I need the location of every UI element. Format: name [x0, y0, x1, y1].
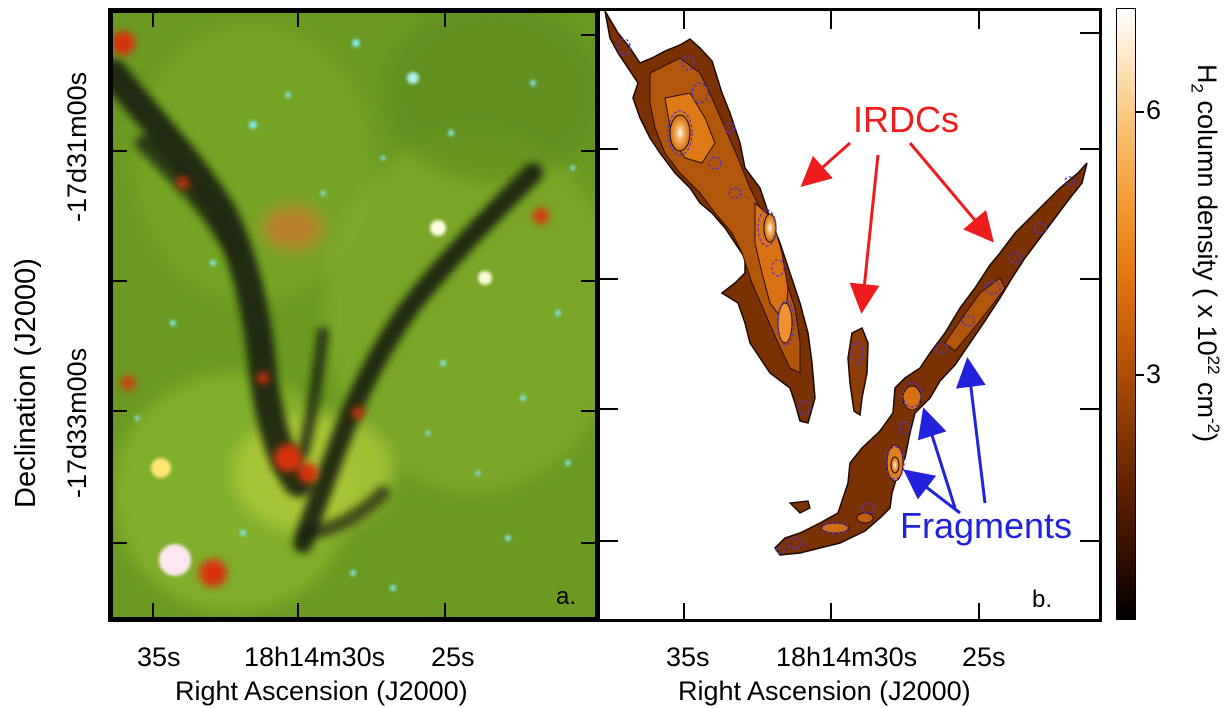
panel-b-map-svg	[600, 11, 1099, 619]
colorbar	[1116, 8, 1136, 620]
left-ytick-1: -17d31m00s	[62, 71, 92, 222]
colorbar-label-unit-sup: -2	[1204, 418, 1223, 434]
annotation-fragments: Fragments	[900, 505, 1073, 546]
panel-a-image	[108, 8, 600, 622]
irdc-left-filament	[604, 11, 816, 424]
fragment-arrows	[903, 357, 987, 515]
left-ytick-2: -17d33m00s	[62, 347, 92, 498]
irdc-arrows	[800, 141, 994, 314]
panel-a-label: a.	[556, 583, 577, 610]
colorbar-tick-6	[1136, 111, 1144, 113]
colorbar-ticklabel-6: 6	[1146, 95, 1162, 125]
left-xtick-1: 35s	[137, 642, 181, 672]
left-xtick-2: 18h14m30s	[244, 642, 386, 672]
colorbar-label-rest: column density ( x 10	[1192, 92, 1222, 356]
irdc-right-filament	[774, 162, 1088, 556]
colorbar-ticklabel-3: 3	[1146, 359, 1162, 389]
colorbar-label-h: H	[1192, 64, 1222, 84]
panel-a-ir-image	[113, 13, 595, 617]
right-xlabel: Right Ascension (J2000)	[678, 676, 971, 706]
left-ylabel: Declination (J2000)	[10, 258, 42, 508]
colorbar-label: H2 column density ( x 1022 cm-2)	[1187, 64, 1223, 443]
irdc-right-fragment-contours	[775, 176, 1076, 554]
left-xtick-3: 25s	[431, 642, 475, 672]
colorbar-tick-3	[1136, 374, 1144, 376]
colorbar-label-unit: cm	[1192, 374, 1222, 419]
right-xtick-3: 25s	[962, 642, 1006, 672]
panel-b-label: b.	[1032, 586, 1053, 613]
irdc-left-fragment-contours	[617, 38, 812, 416]
colorbar-label-sup: 22	[1204, 355, 1223, 375]
right-xtick-1: 35s	[666, 642, 710, 672]
left-xlabel: Right Ascension (J2000)	[175, 676, 468, 706]
annotation-irdcs: IRDCs	[853, 99, 959, 140]
panel-b-density-map	[600, 8, 1102, 622]
colorbar-label-close: )	[1192, 433, 1222, 443]
right-xtick-2: 18h14m30s	[776, 642, 918, 672]
colorbar-label-sub: 2	[1187, 83, 1207, 93]
